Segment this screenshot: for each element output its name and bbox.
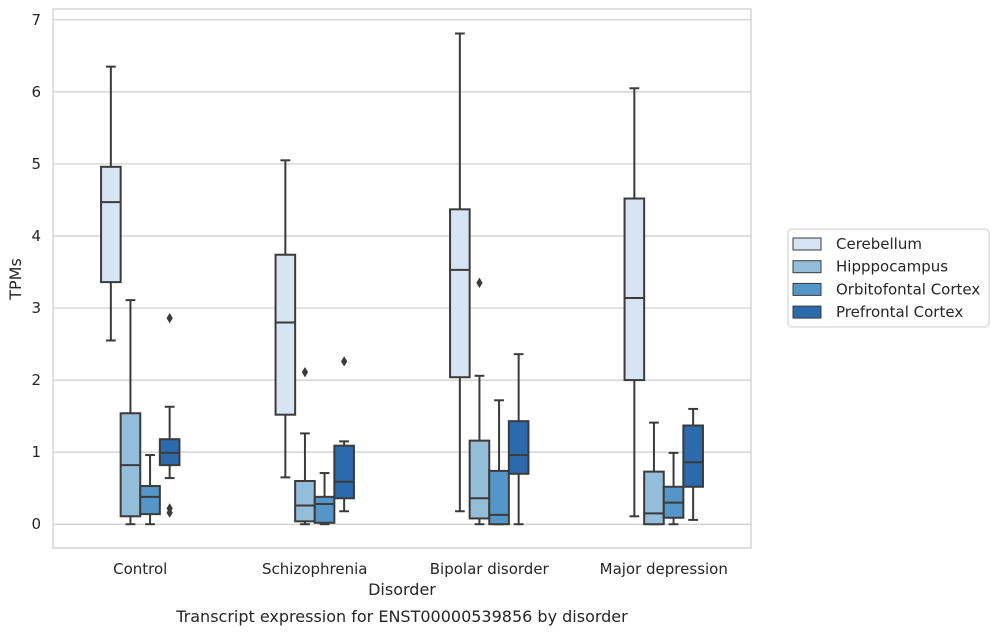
outlier-point: [476, 277, 483, 288]
legend-label: Cerebellum: [836, 235, 922, 253]
y-axis-title: TPMs: [6, 258, 25, 301]
box-iqr: [468, 439, 491, 520]
legend-label: Prefrontal Cortex: [836, 303, 963, 321]
box-iqr: [274, 253, 297, 416]
box-hipppocampus-0: [119, 299, 142, 526]
box-prefrontal-cortex-2: [507, 353, 530, 526]
box-cerebellum-0: [100, 65, 122, 342]
y-tick-label: 5: [31, 155, 41, 173]
box-cerebellum-1: [274, 159, 297, 479]
box-iqr: [623, 197, 646, 382]
plot-frame: [52, 8, 752, 549]
box-prefrontal-cortex-1: [333, 356, 355, 513]
box-series: [100, 32, 704, 526]
x-axis-title: Disorder: [368, 580, 436, 599]
box-cerebellum-2: [449, 32, 471, 513]
box-cerebellum-3: [623, 87, 646, 518]
box-iqr: [333, 444, 355, 500]
box-iqr: [507, 420, 530, 475]
x-tick-label: Major depression: [600, 560, 728, 578]
box-iqr: [682, 424, 704, 488]
box-iqr: [449, 208, 471, 379]
legend-swatch: [792, 260, 822, 274]
legend-swatch: [792, 305, 822, 319]
box-iqr: [488, 469, 510, 526]
x-tick-label: Bipolar disorder: [430, 560, 550, 578]
box-iqr: [139, 485, 161, 516]
box-orbitofontal-cortex-2: [488, 399, 510, 526]
legend-label: Hipppocampus: [836, 258, 948, 276]
box-iqr: [313, 495, 336, 524]
outlier-point: [166, 507, 173, 518]
y-tick-label: 6: [31, 83, 41, 101]
box-prefrontal-cortex-0: [158, 312, 181, 518]
y-tick-label: 1: [31, 443, 41, 461]
box-iqr: [100, 165, 122, 284]
y-tick-label: 7: [31, 11, 41, 29]
chart-caption: Transcript expression for ENST0000053985…: [175, 607, 628, 626]
y-tick-label: 2: [31, 371, 41, 389]
box-orbitofontal-cortex-0: [139, 454, 161, 526]
legend-frame: [787, 228, 990, 328]
grid-lines: [53, 19, 751, 525]
box-iqr: [643, 470, 665, 526]
y-tick-label: 4: [31, 227, 41, 245]
outlier-point: [341, 356, 348, 367]
box-prefrontal-cortex-3: [682, 407, 704, 521]
y-tick-label: 3: [31, 299, 41, 317]
x-tick-label: Schizophrenia: [262, 560, 367, 578]
legend: Cerebellum Hipppocampus Orbitofontal Corte…: [787, 228, 990, 328]
box-hipppocampus-1: [294, 367, 316, 526]
box-hipppocampus-3: [643, 421, 665, 526]
box-iqr: [294, 479, 316, 523]
legend-swatch: [792, 237, 822, 251]
outlier-point: [166, 312, 173, 324]
box-orbitofontal-cortex-3: [662, 451, 685, 526]
box-hipppocampus-2: [468, 277, 491, 526]
legend-label: Orbitofontal Cortex: [836, 280, 980, 298]
outlier-point: [301, 367, 309, 378]
y-tick-label: 0: [31, 515, 41, 533]
box-orbitofontal-cortex-1: [313, 472, 336, 526]
x-tick-label: Control: [113, 560, 167, 578]
x-tick-labels: Control Schizophrenia Bipolar disorder Majo…: [113, 560, 728, 578]
legend-swatch: [792, 282, 822, 296]
y-tick-labels: 0 1 2 3 4 5 6 7: [31, 11, 41, 533]
